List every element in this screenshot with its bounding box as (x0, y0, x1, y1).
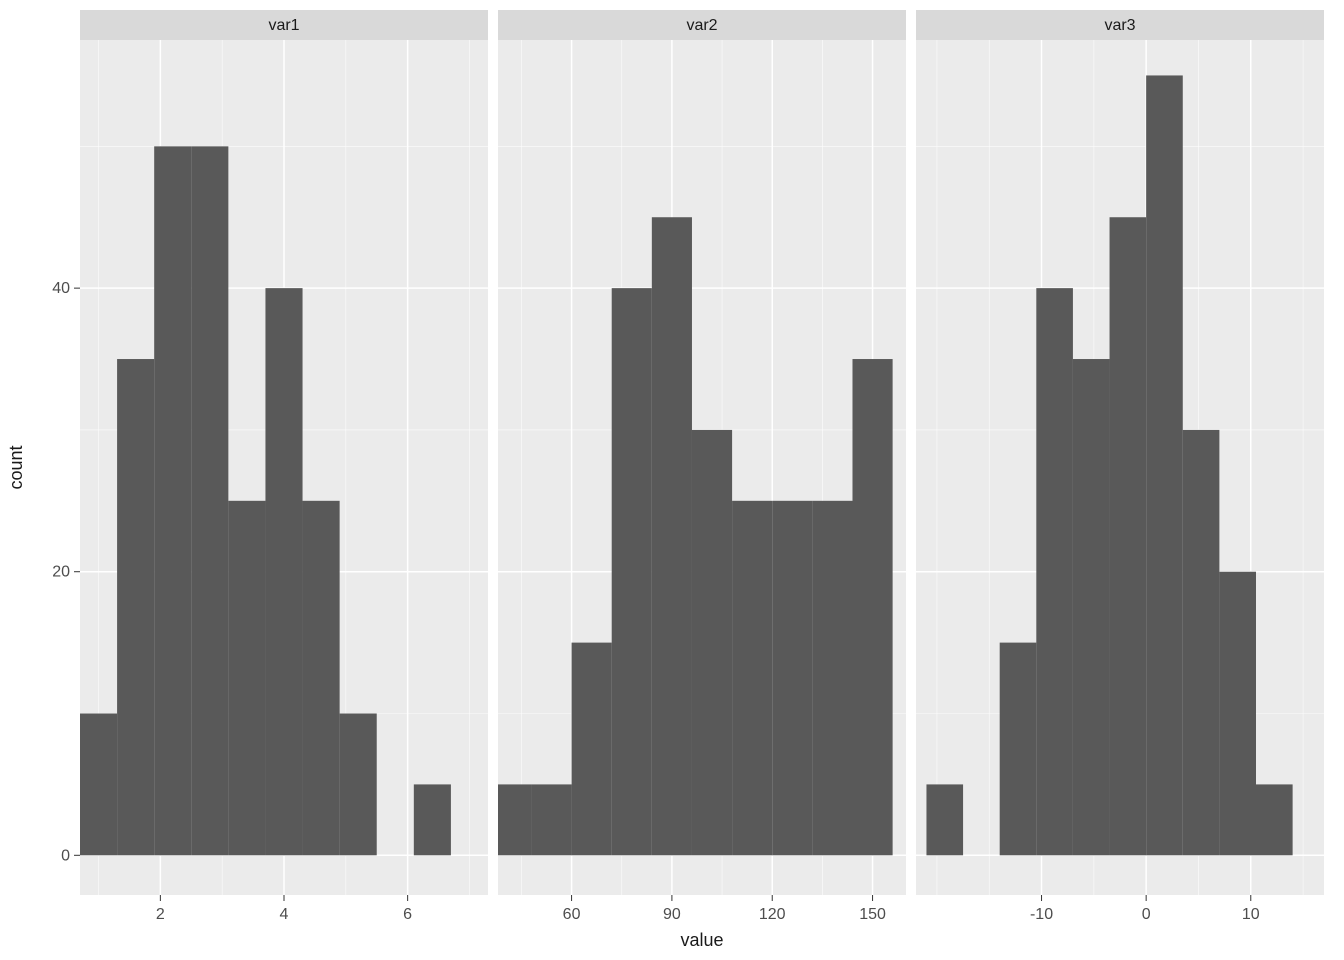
facet-strip-label: var3 (1104, 17, 1135, 34)
x-tick-label: 2 (156, 906, 165, 923)
histogram-bar (812, 501, 852, 855)
x-tick-label: 60 (563, 906, 581, 923)
histogram-bar (80, 714, 117, 856)
histogram-bar (652, 217, 692, 855)
histogram-bar (1183, 430, 1220, 855)
histogram-bar (491, 784, 531, 855)
x-tick-label: 0 (1142, 906, 1151, 923)
y-tick-label: 20 (52, 564, 70, 581)
histogram-bar (852, 359, 892, 855)
y-tick-label: 0 (61, 847, 70, 864)
y-axis-title: count (6, 445, 26, 489)
x-tick-label: 120 (759, 906, 786, 923)
x-axis-title: value (680, 930, 723, 950)
x-tick-label: 6 (403, 906, 412, 923)
histogram-bar (692, 430, 732, 855)
x-tick-label: 90 (663, 906, 681, 923)
histogram-bar (303, 501, 340, 855)
histogram-bar (1110, 217, 1147, 855)
histogram-bar (1256, 784, 1293, 855)
x-tick-label: 4 (280, 906, 289, 923)
x-tick-label: 10 (1242, 906, 1260, 923)
histogram-bar (572, 643, 612, 856)
histogram-bar (612, 288, 652, 855)
histogram-bar (340, 714, 377, 856)
histogram-bar (1146, 75, 1183, 855)
histogram-bar (772, 501, 812, 855)
histogram-bar (414, 784, 451, 855)
y-tick-label: 40 (52, 280, 70, 297)
histogram-bar (265, 288, 302, 855)
histogram-bar (1073, 359, 1110, 855)
chart-svg: count value 0 20 40 var1 2 4 6 var2 60 90 120 150 var3… (0, 0, 1344, 960)
histogram-bar (926, 784, 963, 855)
facet-strip-label: var2 (686, 17, 717, 34)
histogram-bar (191, 146, 228, 855)
histogram-bar (1000, 643, 1037, 856)
histogram-bar (1219, 572, 1256, 856)
histogram-bar (531, 784, 571, 855)
histogram-bar (154, 146, 191, 855)
x-tick-label: 150 (859, 906, 886, 923)
x-tick-label: -10 (1030, 906, 1053, 923)
faceted-histogram: count value 0 20 40 var1 2 4 6 var2 60 90 120 150 var3… (0, 0, 1344, 960)
histogram-bar (732, 501, 772, 855)
histogram-bar (117, 359, 154, 855)
histogram-bar (1036, 288, 1073, 855)
facet-strip-label: var1 (268, 17, 299, 34)
histogram-bar (228, 501, 265, 855)
